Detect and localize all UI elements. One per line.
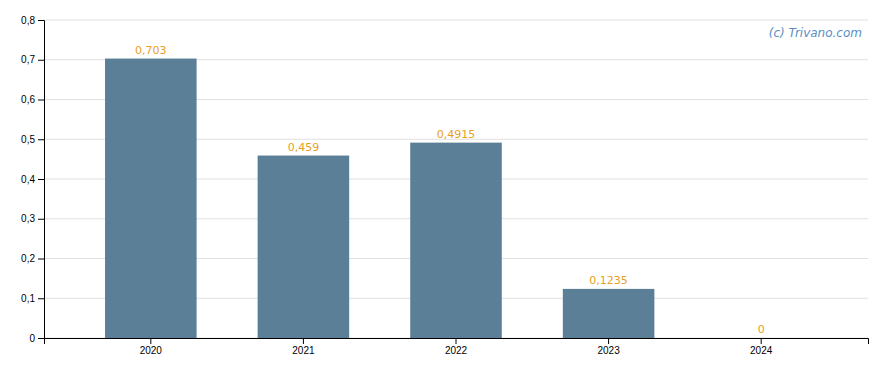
tick-label: 2020 (140, 345, 163, 356)
tick: 2024 (750, 338, 773, 356)
axis-line (45, 339, 869, 345)
tick-mark (608, 338, 609, 344)
data-label: 0 (758, 323, 765, 336)
data-label: 0,703 (135, 44, 167, 57)
x-axis: 2020 2021 2022 2023 2024 (45, 338, 869, 356)
tick-mark (38, 139, 44, 140)
tick-mark (38, 60, 44, 61)
tick-mark (38, 219, 44, 220)
tick-label: 2024 (750, 345, 773, 356)
bars (105, 59, 654, 338)
tick-mark (38, 179, 44, 180)
chart: 00,10,20,30,40,50,60,70,8202020212022202… (0, 0, 888, 370)
tick: 2020 (140, 338, 163, 356)
tick-mark (303, 338, 304, 344)
tick: 2022 (445, 338, 468, 356)
tick-label: 2023 (597, 345, 620, 356)
tick-label: 0,8 (21, 15, 35, 26)
tick-mark (761, 338, 762, 344)
plot: 00,10,20,30,40,50,60,70,8202020212022202… (21, 15, 868, 356)
data-label: 0,1235 (589, 274, 628, 287)
bar (410, 143, 502, 338)
tick-mark (456, 338, 457, 344)
tick: 0,5 (21, 134, 44, 145)
tick-label: 2022 (445, 345, 468, 356)
tick: 0,8 (21, 15, 44, 26)
data-label: 0,4915 (437, 128, 476, 141)
tick: 0,7 (21, 54, 44, 65)
tick: 0,1 (21, 293, 44, 304)
tick: 0,2 (21, 253, 44, 264)
grid-line (44, 20, 868, 21)
tick: 0,6 (21, 94, 44, 105)
watermark: (c) Trivano.com (769, 26, 862, 40)
annotations: (c) Trivano.com (769, 26, 862, 40)
tick-mark (38, 298, 44, 299)
tick: 2023 (597, 338, 620, 356)
tick-label: 0,6 (21, 94, 35, 105)
tick-mark (38, 259, 44, 260)
tick: 0,3 (21, 213, 44, 224)
tick-mark (38, 100, 44, 101)
tick-mark (150, 338, 151, 344)
axis-line (38, 21, 45, 339)
tick-label: 0,4 (21, 174, 35, 185)
y-axis: 0 0,1 0,2 0,3 0,4 0,5 0,6 0,7 0,8 (21, 15, 44, 344)
grid (44, 20, 868, 338)
data-labels: 0,703 0,459 0,4915 0,1235 0 (135, 44, 765, 336)
bar (105, 59, 197, 338)
tick: 0 (29, 333, 44, 344)
tick-label: 0 (29, 333, 35, 344)
bar (258, 156, 350, 338)
bar (563, 289, 655, 338)
tick-label: 0,5 (21, 134, 35, 145)
tick-mark (38, 20, 44, 21)
tick-mark (38, 338, 44, 339)
tick-label: 0,7 (21, 54, 35, 65)
bar (715, 338, 807, 339)
tick: 0,4 (21, 174, 44, 185)
tick-label: 0,3 (21, 213, 35, 224)
tick-label: 0,2 (21, 253, 35, 264)
data-label: 0,459 (288, 141, 320, 154)
tick-label: 2021 (292, 345, 315, 356)
tick: 2021 (292, 338, 315, 356)
tick-label: 0,1 (21, 293, 35, 304)
